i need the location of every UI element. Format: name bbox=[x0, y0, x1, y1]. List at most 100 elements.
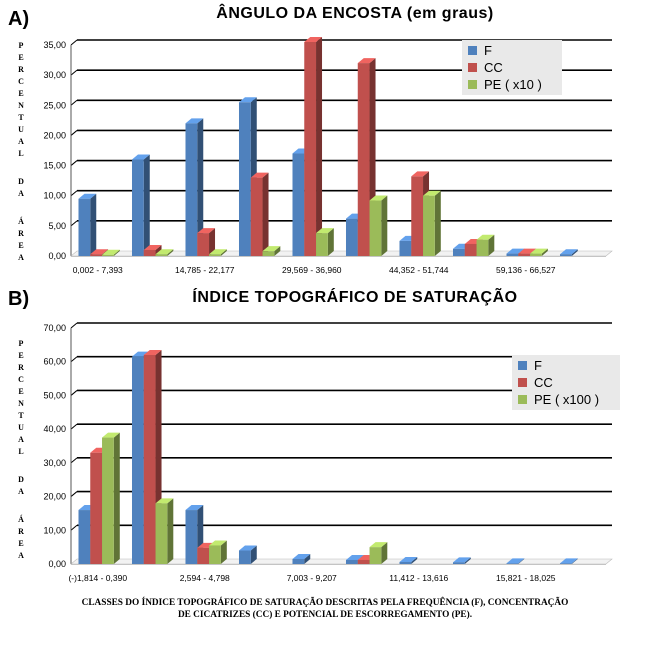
bar-face bbox=[131, 159, 144, 256]
y-tick-label: 5,00 bbox=[48, 221, 66, 231]
bar-face bbox=[518, 253, 531, 256]
bar-face bbox=[90, 254, 103, 256]
bar bbox=[238, 545, 257, 564]
bar bbox=[423, 190, 441, 256]
bar-side bbox=[209, 228, 216, 256]
gridline-slant bbox=[70, 322, 78, 329]
bar-top bbox=[238, 545, 257, 551]
bar-face bbox=[209, 545, 221, 564]
bar-top bbox=[506, 248, 525, 254]
legend-label: F bbox=[484, 43, 492, 58]
bar-top bbox=[518, 248, 537, 254]
legend-swatch bbox=[468, 63, 477, 72]
x-tick-label: 11,412 - 13,616 bbox=[389, 573, 448, 583]
y-tick-label: 0,00 bbox=[48, 559, 66, 569]
bar-side bbox=[571, 249, 578, 256]
bar-face bbox=[292, 153, 305, 256]
y-tick-label: 10,00 bbox=[43, 191, 66, 201]
bar-side bbox=[250, 545, 257, 564]
caption-line-1: CLASSES DO ÍNDICE TOPOGRÁFICO DE SATURAÇ… bbox=[81, 598, 569, 608]
chart-b: 0,00 10,00 20,00 30,00 40,00 50,00 60,00 70,00 (… bbox=[43, 322, 613, 583]
y-tick-label: 35,00 bbox=[43, 40, 66, 50]
bar-face bbox=[399, 561, 412, 564]
x-tick-label: 7,003 - 9,207 bbox=[287, 573, 337, 583]
bar-side bbox=[90, 193, 97, 256]
bar-side bbox=[304, 553, 311, 564]
bar-face bbox=[250, 177, 263, 256]
figure-caption: CLASSES DO ÍNDICE TOPOGRÁFICO DE SATURAÇ… bbox=[20, 597, 630, 621]
bar-face bbox=[369, 547, 382, 564]
bar-face bbox=[423, 195, 435, 256]
bar-face bbox=[238, 550, 251, 564]
bar-top bbox=[316, 228, 334, 234]
gridline-slant bbox=[70, 39, 78, 46]
legend-swatch bbox=[518, 378, 527, 387]
bar-top bbox=[423, 190, 441, 196]
legend-label: CC bbox=[534, 375, 553, 390]
legend-item: CC bbox=[518, 374, 614, 391]
bar-side bbox=[262, 172, 269, 256]
chart-a: 0,00 5,00 10,00 15,00 20,00 25,00 30,00 35,00 0,… bbox=[43, 36, 613, 275]
y-tick-label: 20,00 bbox=[43, 130, 66, 140]
y-tick-label: 30,00 bbox=[43, 70, 66, 80]
bar-top bbox=[238, 97, 257, 103]
gridline-slant bbox=[70, 160, 78, 166]
bar bbox=[506, 558, 525, 564]
legend-a: F CC PE ( x10 ) bbox=[462, 40, 562, 95]
bar-side bbox=[381, 195, 388, 256]
bar-face bbox=[530, 253, 542, 256]
gridline-slant bbox=[70, 457, 78, 464]
bar-face bbox=[90, 452, 103, 564]
bar-face bbox=[78, 198, 91, 256]
legend-item: F bbox=[468, 42, 556, 59]
bar bbox=[209, 540, 227, 564]
bar-face bbox=[185, 510, 198, 564]
bar bbox=[399, 556, 418, 564]
bar-face bbox=[131, 356, 144, 564]
bar-side bbox=[143, 154, 150, 256]
bar bbox=[559, 558, 578, 564]
bar-face bbox=[506, 253, 519, 256]
bar-face bbox=[197, 233, 210, 256]
legend-label: CC bbox=[484, 60, 503, 75]
y-tick-label: 0,00 bbox=[48, 251, 66, 261]
bar-face bbox=[238, 102, 251, 257]
bar-face bbox=[506, 563, 519, 564]
bar bbox=[102, 432, 120, 564]
gridline-slant bbox=[70, 524, 78, 531]
bar bbox=[292, 553, 311, 564]
legend-swatch bbox=[468, 46, 477, 55]
legend-item: PE ( x10 ) bbox=[468, 76, 556, 93]
bar-face bbox=[209, 254, 221, 256]
bar-top bbox=[559, 249, 578, 255]
bar-top bbox=[143, 244, 162, 250]
bar bbox=[250, 172, 269, 256]
bar bbox=[209, 249, 227, 256]
gridline-slant bbox=[70, 220, 78, 227]
bar-face bbox=[304, 41, 317, 256]
bar-top bbox=[131, 351, 150, 357]
bar bbox=[102, 249, 120, 256]
gridline-slant bbox=[70, 69, 78, 76]
bar-face bbox=[78, 510, 91, 564]
bar-top bbox=[369, 195, 388, 201]
bar-top bbox=[155, 249, 174, 255]
bar-face bbox=[197, 547, 210, 564]
legend-label: PE ( x100 ) bbox=[534, 392, 600, 407]
gridline-slant bbox=[70, 190, 78, 197]
bar-side bbox=[541, 248, 548, 256]
bar-face bbox=[369, 200, 382, 256]
panel-letter-b: B) bbox=[8, 288, 30, 310]
gridline-slant bbox=[70, 130, 78, 136]
bar-face bbox=[102, 254, 114, 256]
bar-top bbox=[262, 246, 281, 252]
y-tick-label: 30,00 bbox=[43, 458, 66, 468]
y-tick-label: 70,00 bbox=[43, 323, 66, 333]
bar-top bbox=[78, 193, 97, 199]
bar-side bbox=[381, 542, 388, 564]
